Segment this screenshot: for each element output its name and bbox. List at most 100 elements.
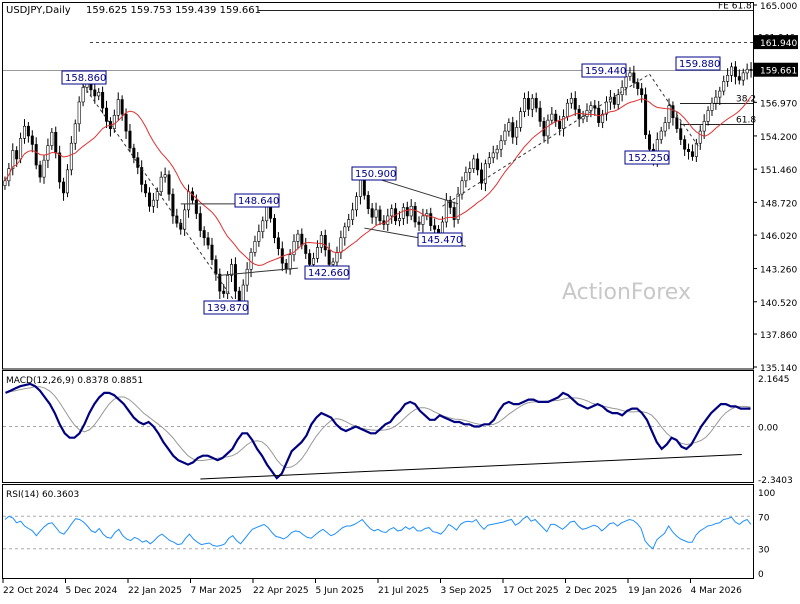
candle-body — [319, 235, 323, 248]
candle-body — [499, 140, 503, 150]
y-tick-label: 165.000 — [760, 2, 797, 12]
candle-body — [81, 87, 85, 103]
candle-body — [589, 105, 593, 111]
price-annotation-box — [304, 265, 350, 280]
trend-line — [368, 175, 459, 205]
rsi-y-label: 70 — [758, 513, 770, 523]
candle-body — [19, 138, 23, 160]
candle-body — [745, 68, 749, 74]
price-panel-frame — [2, 2, 754, 370]
price-annotation-label: 145.470 — [421, 235, 462, 246]
candle-body — [214, 259, 218, 275]
candle-body — [147, 192, 151, 207]
level-label: FE 61.8 — [718, 2, 752, 12]
candle-body — [58, 152, 62, 183]
candle-body — [573, 98, 577, 110]
level-box-label: 161.940 — [760, 39, 797, 49]
last-price-box — [754, 62, 798, 77]
candle-body — [245, 268, 249, 286]
candle-body — [335, 252, 339, 263]
candle-body — [284, 262, 288, 270]
candle-body — [647, 134, 651, 150]
candle-body — [355, 196, 359, 211]
candle-body — [257, 231, 261, 242]
macd-trend-line — [200, 454, 742, 480]
y-tick-label: 137.860 — [760, 331, 797, 341]
y-tick-label: 135.140 — [760, 364, 797, 374]
candle-body — [538, 107, 542, 122]
rsi-y-label: 0 — [758, 570, 764, 580]
candle-body — [26, 125, 30, 137]
candle-body — [522, 98, 526, 112]
candle-body — [683, 139, 687, 150]
candle-body — [749, 68, 753, 71]
candle-body — [22, 125, 26, 139]
candle-body — [706, 110, 710, 122]
candle-body — [671, 105, 675, 119]
price-annotation-box — [234, 193, 280, 208]
candle-body — [722, 81, 726, 92]
candle-body — [452, 207, 456, 220]
y-tick-label: 143.260 — [760, 266, 797, 276]
candle-body — [690, 151, 694, 157]
candle-body — [444, 199, 448, 223]
candle-body — [628, 72, 632, 77]
candle-body — [507, 122, 511, 132]
x-tick-label: 2 Dec 2025 — [566, 586, 618, 596]
price-annotation-box — [203, 300, 249, 315]
candle-body — [101, 91, 105, 109]
candle-body — [136, 157, 140, 168]
candle-body — [577, 108, 581, 120]
candle-body — [702, 121, 706, 132]
price-annotation-label: 158.860 — [65, 73, 106, 84]
candle-body — [581, 116, 585, 120]
candle-body — [733, 66, 737, 77]
candle-body — [366, 195, 370, 209]
candle-body — [562, 116, 566, 129]
x-tick-label: 22 Jan 2025 — [128, 586, 182, 596]
candle-body — [253, 241, 257, 253]
candle-body — [351, 209, 355, 220]
candle-body — [120, 99, 124, 115]
candle-body — [323, 235, 327, 251]
x-tick-label: 22 Oct 2024 — [3, 586, 59, 596]
candle-body — [163, 174, 167, 178]
price-annotation-box — [61, 70, 107, 85]
candle-body — [718, 90, 722, 98]
candle-body — [679, 128, 683, 140]
price-annotation-label: 139.870 — [207, 303, 248, 314]
candle-body — [687, 148, 691, 152]
macd-panel-frame — [2, 370, 754, 483]
candle-body — [468, 168, 472, 173]
candle-body — [409, 205, 413, 217]
candle-body — [378, 209, 382, 222]
y-tick-label: 151.460 — [760, 166, 797, 176]
candle-body — [421, 215, 425, 225]
candle-body — [187, 191, 191, 211]
candle-body — [546, 119, 550, 137]
candle-body — [315, 247, 319, 259]
x-tick-label: 22 Apr 2025 — [253, 586, 309, 596]
candle-body — [433, 225, 437, 230]
candle-body — [417, 221, 421, 225]
price-annotation-box — [675, 56, 721, 71]
candle-body — [132, 147, 136, 159]
candle-body — [624, 76, 628, 88]
price-annotation-box — [351, 166, 397, 181]
x-tick-label: 19 Jan 2026 — [628, 586, 682, 596]
candle-body — [261, 220, 265, 233]
candle-body — [202, 230, 206, 239]
candle-body — [659, 130, 663, 140]
y-tick-label: 140.520 — [760, 299, 797, 309]
candle-body — [483, 163, 487, 184]
x-tick-label: 5 Dec 2024 — [66, 586, 118, 596]
candle-body — [304, 244, 308, 254]
watermark: ActionForex — [562, 280, 691, 305]
candle-body — [593, 105, 597, 109]
candle-body — [194, 199, 198, 214]
candle-body — [218, 273, 222, 292]
candle-body — [308, 253, 312, 265]
candle-body — [429, 213, 433, 226]
candle-body — [46, 145, 50, 161]
candle-body — [616, 94, 620, 105]
